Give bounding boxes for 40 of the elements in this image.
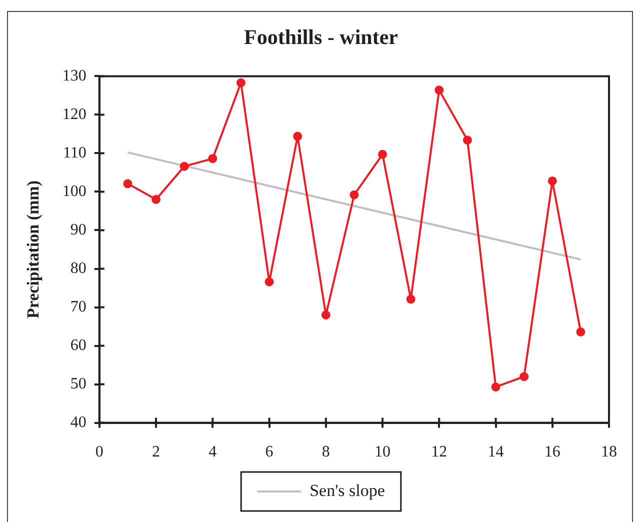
point	[264, 277, 274, 286]
y-tick-label: 70	[70, 298, 86, 316]
y-tick-label: 60	[70, 336, 86, 354]
y-tick-label: 110	[62, 144, 86, 162]
point	[293, 132, 302, 141]
y-axis-title: Precipitation (mm)	[24, 180, 43, 319]
x-tick-label: 16	[544, 444, 560, 461]
x-tick-label: 18	[601, 444, 617, 461]
point	[350, 190, 359, 200]
x-tick-label: 12	[431, 444, 448, 461]
point	[152, 194, 161, 204]
x-tick-label: 8	[322, 444, 330, 461]
point	[180, 162, 189, 171]
y-tick-label: 130	[62, 67, 86, 84]
y-tick-label: 90	[70, 221, 86, 238]
point	[236, 78, 246, 88]
x-tick-label: 0	[95, 444, 104, 461]
x-tick-label: 10	[374, 444, 391, 461]
x-tick-label: 6	[265, 444, 274, 461]
point	[406, 294, 416, 304]
point	[434, 86, 444, 95]
x-tick-label: 14	[488, 444, 504, 461]
x-tick-label: 4	[208, 444, 217, 461]
point	[123, 179, 132, 188]
x-tick-label: 2	[152, 444, 160, 461]
point	[208, 154, 218, 164]
y-tick-label: 80	[70, 260, 86, 277]
y-tick-label: 40	[70, 414, 86, 432]
point	[491, 382, 500, 392]
point	[548, 176, 557, 186]
point	[462, 136, 472, 145]
point	[321, 310, 330, 320]
y-tick-label: 120	[62, 106, 86, 123]
point	[520, 372, 529, 382]
point	[378, 150, 388, 159]
point	[576, 327, 586, 336]
legend-label: Sen's slope	[310, 480, 385, 500]
chart-title: Foothills - winter	[244, 25, 398, 50]
y-tick-label: 100	[62, 182, 86, 200]
y-tick-label: 50	[70, 375, 86, 392]
